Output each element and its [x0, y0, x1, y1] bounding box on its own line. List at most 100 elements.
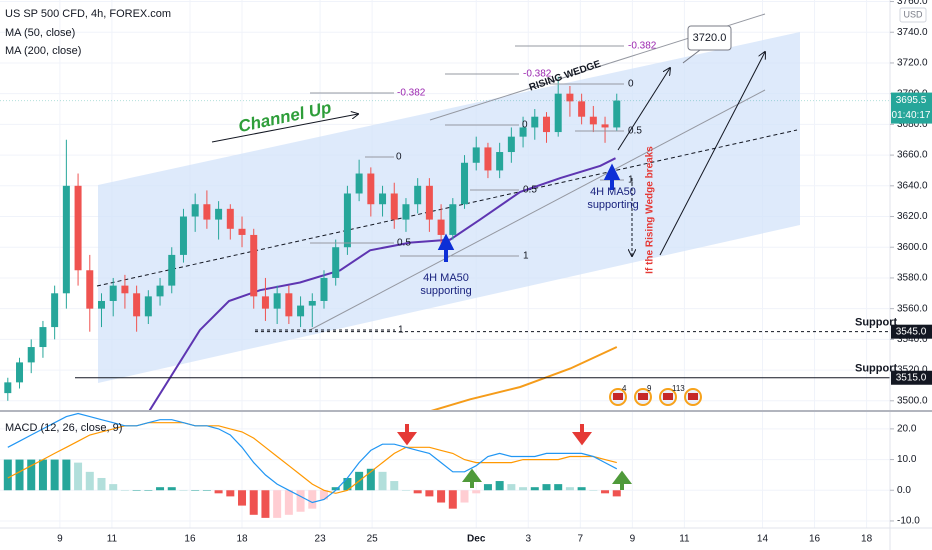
histogram-bar — [296, 490, 305, 512]
histogram-bar — [495, 481, 504, 491]
histogram-bar — [97, 477, 106, 491]
histogram-bar — [519, 487, 528, 491]
candle-body — [191, 204, 199, 217]
histogram-bar — [530, 487, 539, 491]
macd-arrow-down — [572, 424, 592, 446]
candle-body — [97, 300, 105, 309]
x-tick-label: 23 — [315, 534, 327, 545]
candle-body — [343, 193, 351, 248]
fib-label: 1 — [398, 325, 404, 336]
fib-label: 0.5 — [523, 185, 537, 196]
candle-body — [472, 147, 480, 163]
y-tick-label: 3760.0 — [897, 0, 928, 7]
histogram-bar — [425, 490, 434, 497]
ma-support-label: supporting — [587, 199, 638, 211]
x-tick-label: 18 — [861, 534, 873, 545]
candle-body — [519, 127, 527, 137]
histogram-bar — [601, 490, 610, 494]
histogram-bar — [507, 484, 516, 491]
histogram-bar — [179, 490, 188, 491]
event-flag — [688, 393, 698, 400]
histogram-bar — [202, 490, 211, 491]
y-tick-label: 3680.0 — [897, 119, 928, 130]
fib-label: 1 — [628, 175, 634, 186]
y-tick-label: 3520.0 — [897, 365, 928, 376]
x-tick-label: 3 — [525, 534, 531, 545]
candle-body — [484, 147, 492, 171]
candle-body — [27, 347, 35, 363]
candle-body — [601, 124, 609, 128]
y-tick-label: 3640.0 — [897, 180, 928, 191]
histogram-bar — [612, 490, 621, 497]
histogram-bar — [413, 490, 422, 494]
candle-body — [355, 173, 363, 194]
candle-body — [261, 296, 269, 309]
y-tick-label: 0.0 — [897, 485, 911, 496]
event-flag — [613, 393, 623, 400]
candle-body — [379, 193, 387, 205]
target-label: 3720.0 — [693, 32, 727, 44]
y-tick-label: -10.0 — [897, 516, 920, 527]
x-tick-label: 9 — [630, 534, 636, 545]
marks — [0, 76, 890, 518]
candle-body — [531, 116, 539, 128]
histogram-bar — [238, 490, 247, 506]
candle-body — [542, 116, 550, 133]
candle-body — [121, 285, 129, 294]
event-count: 9 — [647, 384, 652, 393]
candle-body — [589, 116, 597, 125]
candle-body — [215, 208, 223, 220]
target-box — [687, 25, 732, 51]
moving-average — [430, 346, 618, 410]
x-tick-label: 7 — [578, 534, 584, 545]
candle-body — [554, 93, 562, 133]
histogram-bar — [109, 484, 118, 491]
candle-body — [39, 327, 47, 348]
x-tick-label: 18 — [236, 534, 248, 545]
candle-body — [4, 382, 12, 394]
y-tick-label: 3620.0 — [897, 211, 928, 222]
histogram-bar — [401, 490, 410, 491]
support-label: Support — [855, 363, 897, 375]
fib-label: -0.382 — [523, 69, 552, 80]
histogram-bar — [156, 487, 165, 491]
candle-body — [144, 296, 152, 317]
histogram-bar — [38, 459, 47, 491]
fib-label: 1 — [523, 251, 529, 262]
drawings: -0.382 0 0.5 1 -0.382 0 0.5 1 -0.382 0 0… — [211, 13, 766, 490]
fib-label: 0 — [396, 152, 402, 163]
y-tick-label: 3540.0 — [897, 334, 928, 345]
histogram-bar — [85, 471, 94, 491]
candle-body — [203, 204, 211, 220]
histogram-bar — [214, 490, 223, 494]
candle-body — [496, 152, 504, 171]
histogram-bar — [132, 490, 141, 491]
ma-support-label: supporting — [420, 285, 471, 297]
price-pane — [4, 76, 621, 410]
histogram-bar — [577, 487, 586, 491]
legend-entry: MA (50, close) — [5, 27, 75, 39]
wedge-lower — [309, 89, 766, 331]
y-tick-label: 20.0 — [897, 424, 917, 435]
histogram-bar — [331, 487, 340, 491]
candle-body — [238, 228, 246, 235]
candle-body — [156, 285, 164, 297]
histogram-bar — [472, 490, 481, 494]
histogram-bar — [27, 459, 36, 491]
histogram-bar — [378, 471, 387, 491]
x-tick-label: 9 — [57, 534, 63, 545]
drawings-back — [96, 32, 800, 383]
legend-entry: MA (200, close) — [5, 45, 81, 57]
histogram-bar — [437, 490, 446, 503]
support-arrow — [603, 163, 621, 190]
channel-midline — [96, 129, 798, 287]
candle-body — [613, 100, 621, 128]
candle-body — [390, 193, 398, 220]
histogram-bar — [167, 487, 176, 491]
support-badge — [891, 370, 932, 385]
histogram-bar — [273, 490, 282, 518]
x-tick-label: 25 — [367, 534, 379, 545]
projection-arrow — [659, 52, 765, 256]
